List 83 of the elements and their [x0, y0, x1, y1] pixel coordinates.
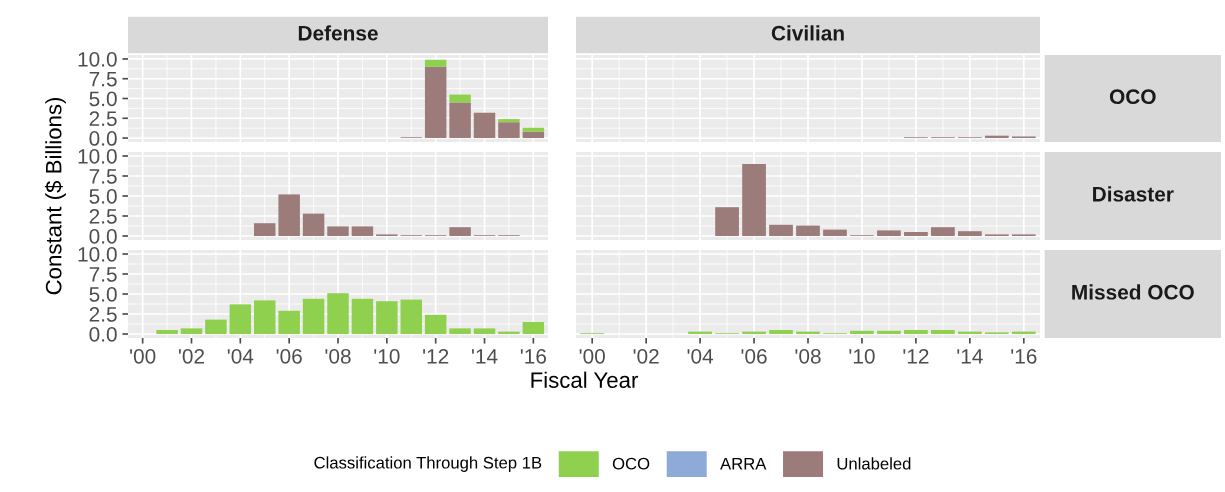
- y-tick-label: 5.0: [89, 287, 117, 302]
- bar: [205, 319, 227, 334]
- bar: [931, 227, 955, 236]
- x-tick-label: '02: [178, 348, 205, 364]
- bar: [522, 127, 545, 132]
- bar: [715, 207, 739, 236]
- bar: [449, 227, 471, 236]
- bar: [180, 328, 203, 334]
- bar: [400, 299, 422, 334]
- x-tick-label: '14: [957, 349, 983, 364]
- y-tick-label: 10.0: [78, 247, 117, 262]
- bar: [278, 194, 300, 236]
- bar: [522, 322, 545, 334]
- chart-title: Defense: [298, 25, 378, 41]
- bar: [473, 328, 496, 334]
- bar: [449, 102, 471, 139]
- x-tick-label: '12: [423, 348, 449, 364]
- y-tick-label: 10.0: [78, 149, 117, 164]
- legend-label: OCO: [612, 457, 650, 470]
- bar: [254, 300, 276, 334]
- y2-axis-title: Missed OCO: [1072, 284, 1194, 300]
- x-axis-title: Fiscal Year: [531, 371, 638, 388]
- x-tick-label: '16: [520, 348, 547, 364]
- bar: [302, 213, 325, 236]
- bar: [877, 230, 901, 236]
- x-tick-label: '12: [903, 348, 929, 364]
- bar: [796, 225, 820, 236]
- chart-title: Civilian: [771, 25, 844, 41]
- y-tick-label: 7.5: [89, 169, 117, 184]
- x-tick-label: '08: [325, 348, 351, 364]
- bar: [522, 131, 545, 139]
- bar: [904, 232, 928, 236]
- x-tick-label: '06: [276, 348, 302, 364]
- bar: [449, 94, 471, 103]
- bar: [351, 226, 374, 236]
- bar: [449, 328, 471, 334]
- bar: [473, 112, 496, 139]
- legend-label: Unlabeled: [837, 457, 911, 470]
- legend-title: Classification Through Step 1B: [314, 456, 542, 472]
- x-tick-label: '06: [741, 348, 767, 364]
- x-tick-label: '04: [227, 348, 254, 364]
- x-tick-label: '00: [130, 348, 156, 364]
- y-tick-label: 7.5: [89, 71, 117, 87]
- y-tick-label: 2.5: [89, 307, 117, 322]
- x-tick-label: '10: [374, 348, 400, 364]
- bar: [742, 164, 766, 236]
- y2-axis-title: OCO: [1109, 89, 1156, 105]
- bar: [278, 310, 300, 334]
- bar: [376, 301, 398, 334]
- legend-label: ARRA: [720, 457, 767, 470]
- y-tick-label: 2.5: [89, 111, 117, 127]
- bar: [351, 298, 374, 334]
- y-axis-title: Constant ($ Billions): [44, 97, 66, 295]
- y-tick-label: 0.0: [89, 229, 117, 244]
- x-tick-label: '16: [1011, 348, 1037, 364]
- bar: [957, 231, 982, 236]
- y-tick-label: 5.0: [89, 189, 117, 204]
- x-tick-label: '02: [633, 348, 659, 364]
- bar: [424, 66, 447, 139]
- bar: [327, 293, 349, 334]
- bar: [254, 223, 276, 236]
- bar: [229, 304, 252, 334]
- x-tick-label: '10: [849, 348, 875, 364]
- bar: [498, 119, 520, 123]
- y-tick-label: 0.0: [89, 131, 117, 146]
- x-tick-label: '14: [472, 349, 498, 364]
- bar: [327, 226, 349, 236]
- bar: [498, 122, 520, 139]
- bar: [823, 229, 847, 236]
- y-tick-label: 0.0: [89, 327, 117, 342]
- x-tick-label: '04: [687, 348, 714, 364]
- y-tick-label: 10.0: [78, 51, 117, 67]
- y-tick-label: 7.5: [89, 267, 117, 282]
- bar: [424, 59, 447, 67]
- bar: [302, 298, 325, 334]
- bar: [769, 224, 793, 236]
- x-tick-label: '00: [579, 348, 605, 364]
- bar: [156, 330, 178, 334]
- bar: [424, 314, 447, 334]
- x-tick-label: '08: [795, 348, 821, 364]
- y-tick-label: 2.5: [89, 209, 117, 224]
- y-tick-label: 5.0: [89, 91, 117, 107]
- y2-axis-title: Disaster: [1093, 186, 1174, 202]
